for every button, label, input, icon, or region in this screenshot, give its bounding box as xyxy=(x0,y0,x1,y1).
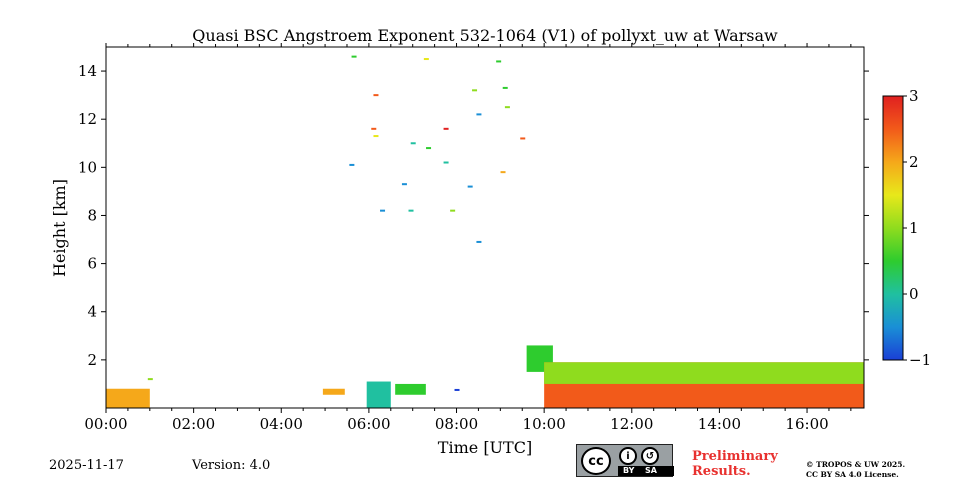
y-tick-label: 10 xyxy=(78,158,97,176)
data-point-15 xyxy=(401,183,407,186)
x-axis-ticks: 00:00 02:00 04:00 06:00 08:00 10:00 12:00 14:00… xyxy=(84,43,852,433)
data-point-18 xyxy=(408,209,414,212)
colorbar-ticks: −1 0 1 2 3 xyxy=(903,87,931,369)
cc-sa-label: SA xyxy=(645,466,657,475)
colorbar-tick-label: 3 xyxy=(909,87,919,105)
preliminary-line1: Preliminary xyxy=(692,449,778,464)
y-tick-label: 8 xyxy=(87,206,97,224)
x-tick-label: 14:00 xyxy=(698,415,741,433)
data-point-1 xyxy=(373,94,379,97)
data-point-12 xyxy=(349,163,355,166)
plot-frame xyxy=(105,46,865,409)
share-alike-icon: ↺ xyxy=(641,447,659,465)
data-point-24 xyxy=(454,388,460,391)
data-point-6 xyxy=(373,135,379,138)
data-point-8 xyxy=(476,113,482,116)
x-tick-label: 02:00 xyxy=(172,415,215,433)
colorbar-tick-label: −1 xyxy=(909,351,931,369)
data-point-0 xyxy=(351,55,357,58)
data-point-10 xyxy=(410,142,416,145)
heatmap-points xyxy=(147,55,526,391)
heatmap-regions xyxy=(106,345,864,408)
x-tick-label: 12:00 xyxy=(610,415,653,433)
data-point-13 xyxy=(443,161,449,164)
data-point-14 xyxy=(500,171,506,174)
x-tick-label: 08:00 xyxy=(435,415,478,433)
data-point-7 xyxy=(443,127,449,130)
region-surface-layer-0000 xyxy=(106,388,150,408)
chart-title: Quasi BSC Angstroem Exponent 532-1064 (V… xyxy=(192,26,778,45)
y-axis-label: Height [km] xyxy=(50,179,69,277)
data-point-9 xyxy=(520,137,526,140)
data-point-16 xyxy=(467,185,473,188)
copyright-notice: © TROPOS & UW 2025. CC BY SA 4.0 License… xyxy=(806,460,905,480)
preliminary-line2: Results. xyxy=(692,464,751,479)
data-point-23 xyxy=(147,378,153,381)
copyright-line1: © TROPOS & UW 2025. xyxy=(806,460,906,469)
preliminary-notice: Preliminary Results. xyxy=(692,449,778,479)
y-tick-label: 4 xyxy=(87,303,97,321)
y-tick-label: 2 xyxy=(87,351,97,369)
date-label: 2025-11-17 xyxy=(49,458,124,473)
x-axis-label: Time [UTC] xyxy=(438,438,532,457)
data-point-5 xyxy=(371,127,377,130)
cc-license-badge: cc i ↺ BY SA xyxy=(576,444,674,477)
region-cloud-0630 xyxy=(395,383,426,395)
data-point-3 xyxy=(472,89,478,92)
x-tick-label: 06:00 xyxy=(347,415,390,433)
x-tick-label: 10:00 xyxy=(523,415,566,433)
data-point-19 xyxy=(450,209,456,212)
x-tick-label: 16:00 xyxy=(785,415,828,433)
data-point-20 xyxy=(476,240,482,243)
data-point-4 xyxy=(496,60,502,63)
data-point-22 xyxy=(504,106,510,109)
y-tick-label: 12 xyxy=(78,110,97,128)
colorbar xyxy=(882,95,904,361)
attribution-icon: i xyxy=(619,447,637,465)
region-aerosol-cap-1000-1715 xyxy=(544,362,864,384)
data-point-21 xyxy=(502,86,508,89)
cc-icon: cc xyxy=(581,447,611,475)
x-tick-label: 00:00 xyxy=(84,415,127,433)
colorbar-tick-label: 2 xyxy=(909,153,919,171)
cc-by-label: BY xyxy=(623,466,635,475)
data-point-11 xyxy=(426,147,432,150)
cc-label-strip: BY SA xyxy=(618,466,674,476)
data-point-2 xyxy=(423,58,429,61)
colorbar-tick-label: 1 xyxy=(909,219,919,237)
y-tick-label: 14 xyxy=(78,62,97,80)
copyright-line2: CC BY SA 4.0 License. xyxy=(806,470,899,479)
y-tick-label: 6 xyxy=(87,255,97,273)
colorbar-tick-label: 0 xyxy=(909,285,919,303)
x-tick-label: 04:00 xyxy=(260,415,303,433)
region-cloud-0600 xyxy=(366,381,391,408)
region-cloud-0515 xyxy=(322,388,345,395)
y-axis-ticks: 2 4 6 8 10 12 14 xyxy=(78,62,869,369)
data-point-17 xyxy=(380,209,386,212)
version-label: Version: 4.0 xyxy=(192,458,271,473)
